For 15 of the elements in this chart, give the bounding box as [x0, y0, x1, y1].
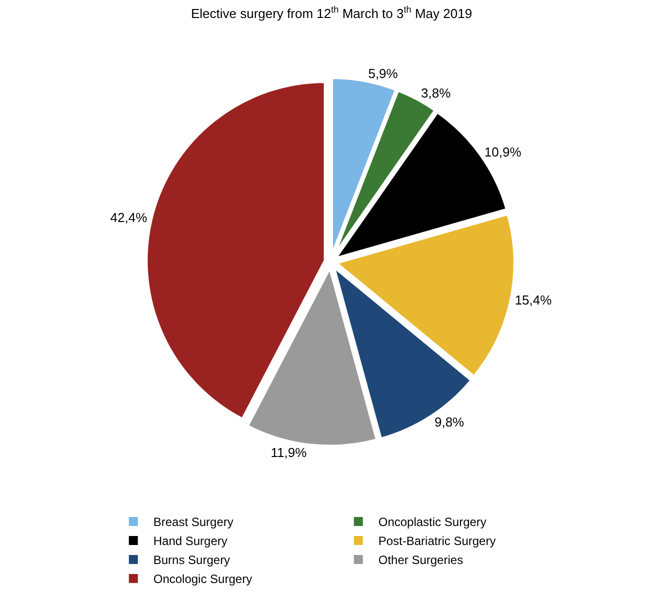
- data-label: 9,8%: [434, 414, 465, 430]
- legend-label: Post-Bariatric Surgery: [378, 534, 496, 548]
- chart-title: Elective surgery from 12$^{th}$ March to 3$^{th}$ May 2019: [190, 4, 472, 22]
- data-label: 3,8%: [421, 86, 452, 101]
- legend-label: Hand Surgery: [153, 534, 228, 548]
- legend-label: Other Surgeries: [378, 553, 464, 568]
- legend-label: Oncoplastic Surgery: [378, 515, 486, 530]
- data-label: 11,9%: [270, 445, 308, 460]
- legend-label: Breast Surgery: [153, 515, 234, 530]
- legend-label: Burns Surgery: [153, 553, 230, 568]
- data-label: 15,4%: [514, 292, 552, 308]
- legend-label: Oncologic Surgery: [153, 572, 252, 586]
- data-label: 5,9%: [368, 66, 398, 81]
- data-label: 42,4%: [110, 210, 148, 226]
- data-label: 10,9%: [484, 144, 522, 160]
